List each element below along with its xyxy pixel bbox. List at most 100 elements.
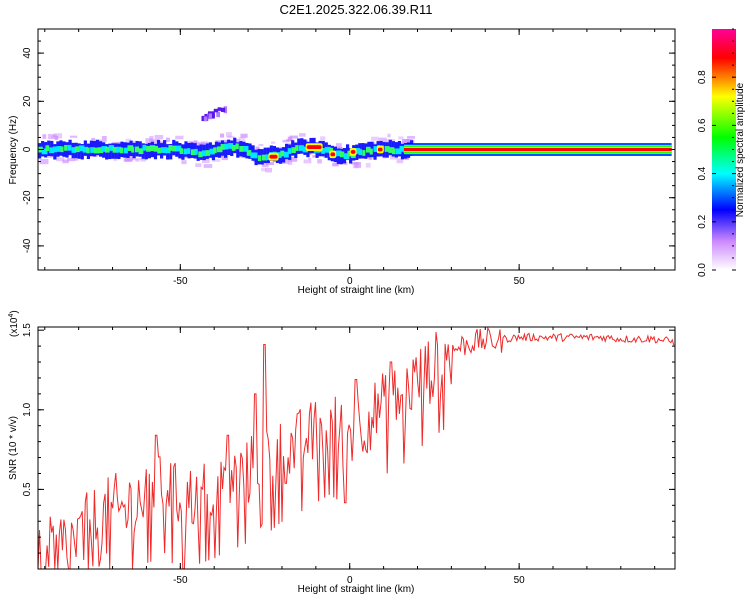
heat-cell-core — [157, 147, 161, 154]
heat-cell-haze — [135, 159, 140, 162]
y-tick-label: -40 — [22, 238, 33, 253]
heat-cell-core — [116, 146, 122, 153]
heat-cell-blue — [364, 143, 368, 159]
heat-cell-core — [276, 152, 282, 159]
heat-cell-haze — [371, 136, 379, 141]
heat-cell-core — [224, 143, 229, 150]
x-tick-label: -50 — [173, 575, 188, 586]
heat-cell-blue — [373, 144, 377, 160]
heat-cell-haze — [54, 133, 63, 139]
snr-y-label: SNR (10 * v/v) — [8, 416, 19, 480]
heat-cell-haze — [140, 157, 146, 162]
colorbar-ticks: 0.0 0.2 0.4 0.6 0.8 — [697, 28, 736, 277]
y-tick-label: -20 — [22, 190, 33, 205]
heat-cell-core — [280, 150, 285, 157]
heat-cell-haze — [317, 159, 322, 164]
heat-cell-core — [388, 147, 395, 153]
heat-cell-haze — [398, 136, 404, 140]
heat-cell-core — [250, 152, 257, 159]
heat-cell-haze — [91, 137, 96, 141]
x-tick-label: 0 — [347, 575, 353, 586]
heat-cell-upper — [223, 106, 228, 114]
heat-cell-haze — [145, 138, 153, 144]
heat-cell-core — [365, 146, 371, 153]
heat-cell-core — [179, 148, 183, 154]
heat-cell-blue — [62, 141, 66, 157]
y-tick-label: 1.0 — [22, 402, 33, 416]
heat-cell-core — [265, 154, 269, 161]
colorbar-tick-label: 0.8 — [697, 70, 708, 84]
heat-cell-blue — [236, 142, 240, 158]
heat-cell-core — [209, 148, 215, 155]
heat-cell-haze — [47, 133, 56, 140]
colorbar-label: Normalized spectral amplitude — [735, 82, 746, 217]
heat-cell-blue — [196, 145, 200, 161]
heat-cell-core — [336, 150, 342, 157]
spectrogram-x-label: Height of straight line (km) — [298, 285, 415, 296]
heat-cell-haze — [303, 159, 308, 164]
heat-cell-core — [67, 144, 72, 151]
heat-cell-core — [242, 145, 249, 152]
heat-cell-haze — [403, 139, 412, 143]
heat-cell-haze — [131, 158, 139, 161]
snr-multiplier: (x104) — [8, 310, 20, 337]
heat-cell-core — [131, 146, 135, 153]
heat-cell-core — [142, 144, 147, 151]
heat-cell-haze — [233, 139, 240, 144]
y-tick-label: 0.5 — [22, 482, 33, 496]
heat-cell-core — [261, 154, 267, 161]
heat-cell-haze — [219, 133, 225, 138]
heat-cell-core — [60, 146, 64, 153]
heat-cell-blue — [224, 142, 228, 158]
heat-cell-haze — [407, 136, 416, 139]
heat-cell-core — [112, 146, 119, 153]
heat-segment-red — [377, 147, 383, 152]
heat-cell-core — [324, 146, 331, 153]
heat-cell-haze — [154, 134, 164, 140]
heat-cell-core — [254, 152, 258, 159]
heat-cell-core — [41, 148, 48, 155]
colorbar-tick-label: 0.6 — [697, 118, 708, 132]
heat-cell-core — [395, 148, 402, 155]
heat-cell-core — [146, 145, 151, 152]
snr-series-line — [38, 327, 675, 569]
chart-title: C2E1.2025.322.06.39.R11 — [280, 2, 433, 17]
heat-cell-core — [198, 151, 203, 158]
heat-cell-core — [149, 145, 156, 152]
heat-cell-core — [220, 144, 226, 150]
heat-cell-core — [183, 148, 188, 155]
heat-cell-core — [354, 148, 361, 154]
heat-cell-haze — [299, 133, 306, 137]
heat-cell-blue — [80, 144, 84, 160]
heat-cell-core — [93, 147, 100, 154]
colorbar-tick-label: 0.0 — [697, 263, 708, 277]
heat-cell-haze — [258, 144, 264, 147]
heat-cell-core — [205, 150, 211, 156]
heat-cell-haze — [125, 138, 131, 143]
snr-panel: -50 0 50 0.5 1.0 1.5 Height of straight line … — [8, 310, 676, 595]
heat-cell-haze — [287, 136, 293, 141]
heat-cell-core — [105, 146, 110, 153]
heat-cell-haze — [288, 158, 293, 165]
heat-cell-blue — [156, 139, 161, 156]
heat-cell-core — [235, 143, 239, 150]
heat-cell-haze — [288, 156, 298, 162]
colorbar-tick-label: 0.2 — [697, 214, 708, 228]
heat-cell-haze — [387, 133, 391, 138]
heat-cell-core — [187, 148, 191, 154]
heat-cell-haze — [308, 158, 312, 164]
heat-cell-haze — [53, 134, 58, 137]
heat-cell-core — [108, 145, 114, 151]
heat-segment-red — [269, 154, 278, 159]
heat-cell-upper — [208, 113, 212, 120]
y-tick-label: 1.5 — [22, 323, 33, 337]
heat-cell-haze — [42, 134, 47, 139]
heat-cell-core — [86, 147, 90, 154]
heat-cell-blue — [108, 143, 112, 160]
heat-cell-haze — [139, 158, 147, 161]
y-tick-label: 0 — [22, 146, 33, 152]
heat-cell-haze — [271, 141, 276, 144]
heat-cell-haze — [212, 158, 221, 162]
heat-cell-haze — [101, 135, 107, 142]
